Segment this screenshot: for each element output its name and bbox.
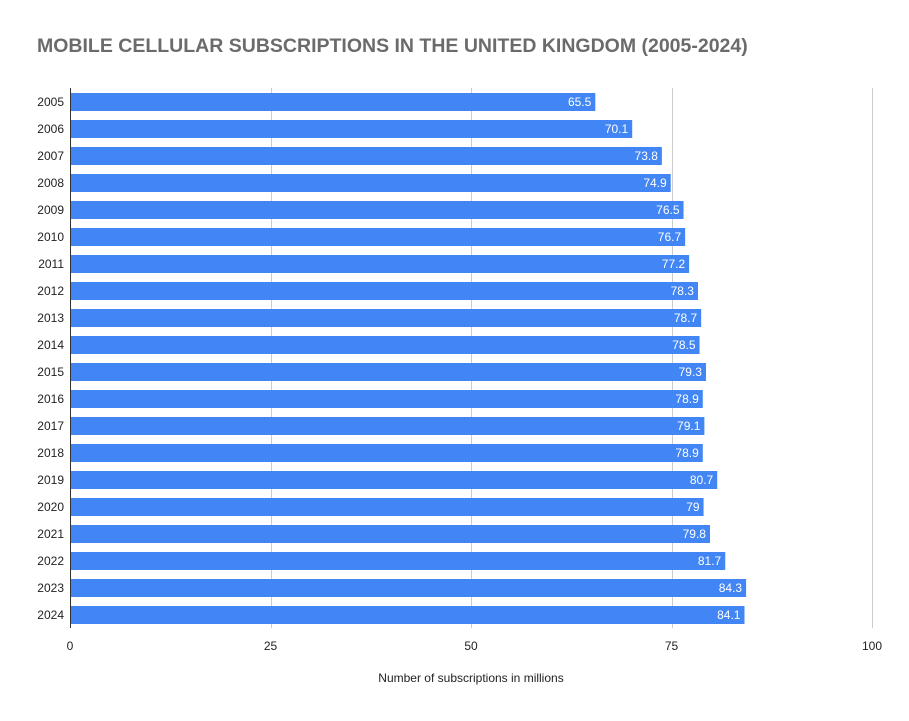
bar-value-label: 70.1 — [605, 122, 629, 136]
bar-value-label: 77.2 — [662, 257, 686, 271]
y-category-label: 2023 — [37, 581, 64, 595]
y-category-label: 2008 — [37, 176, 64, 190]
y-category-label: 2016 — [37, 392, 64, 406]
bar — [71, 417, 705, 435]
bar-value-label: 73.8 — [635, 149, 659, 163]
bar — [71, 336, 700, 354]
bar — [71, 255, 690, 273]
chart-title: MOBILE CELLULAR SUBSCRIPTIONS IN THE UNI… — [37, 35, 748, 57]
bar — [71, 498, 704, 516]
bar-value-label: 74.9 — [643, 176, 667, 190]
x-tick-label: 100 — [862, 639, 882, 653]
y-category-label: 2011 — [38, 257, 64, 271]
y-category-label: 2007 — [37, 149, 64, 163]
bar — [71, 201, 684, 219]
bar — [71, 228, 686, 246]
x-axis-title: Number of subscriptions in millions — [378, 671, 563, 685]
bar — [71, 309, 702, 327]
bar-value-label: 78.7 — [674, 311, 698, 325]
y-category-label: 2006 — [37, 122, 64, 136]
y-category-label: 2024 — [37, 608, 64, 622]
bar — [71, 444, 703, 462]
bar-value-label: 79.1 — [677, 419, 701, 433]
x-tick-label: 75 — [665, 639, 679, 653]
y-category-label: 2022 — [37, 554, 64, 568]
y-category-label: 2018 — [37, 446, 64, 460]
bar-value-label: 78.9 — [675, 392, 699, 406]
y-category-label: 2021 — [37, 527, 64, 541]
bar — [71, 552, 726, 570]
y-category-label: 2010 — [37, 230, 64, 244]
bar-value-label: 80.7 — [690, 473, 714, 487]
bar-value-label: 76.5 — [656, 203, 680, 217]
bar — [71, 606, 745, 624]
y-category-label: 2012 — [37, 284, 64, 298]
labels: 0 25 50 75 100 2005 65.5 2006 70.1 2007 73.8 2008 74… — [37, 95, 882, 653]
bar-value-label: 78.5 — [672, 338, 696, 352]
bar-value-label: 76.7 — [658, 230, 682, 244]
bar — [71, 147, 662, 165]
bar-value-label: 79 — [686, 500, 700, 514]
bar — [71, 471, 718, 489]
y-category-label: 2017 — [37, 419, 64, 433]
bar-value-label: 84.3 — [719, 581, 743, 595]
bar — [71, 93, 596, 111]
x-tick-label: 50 — [464, 639, 478, 653]
bar-value-label: 65.5 — [568, 95, 592, 109]
y-category-label: 2014 — [37, 338, 64, 352]
y-category-label: 2015 — [37, 365, 64, 379]
bar-value-label: 78.9 — [675, 446, 699, 460]
bar-value-label: 79.3 — [679, 365, 703, 379]
bar-value-label: 79.8 — [683, 527, 707, 541]
bar — [71, 363, 706, 381]
y-category-label: 2005 — [37, 95, 64, 109]
gridlines — [70, 88, 873, 628]
bar-value-label: 81.7 — [698, 554, 722, 568]
x-tick-label: 25 — [264, 639, 278, 653]
y-category-label: 2013 — [37, 311, 64, 325]
bar — [71, 282, 698, 300]
x-tick-label: 0 — [67, 639, 74, 653]
y-category-label: 2019 — [37, 473, 64, 487]
bar — [71, 120, 633, 138]
bar-value-label: 84.1 — [717, 608, 741, 622]
bar-value-label: 78.3 — [671, 284, 695, 298]
y-category-label: 2009 — [37, 203, 64, 217]
bar — [71, 174, 671, 192]
y-category-label: 2020 — [37, 500, 64, 514]
bar — [71, 390, 703, 408]
bar — [71, 579, 747, 597]
bar — [71, 525, 710, 543]
bars — [71, 93, 747, 624]
